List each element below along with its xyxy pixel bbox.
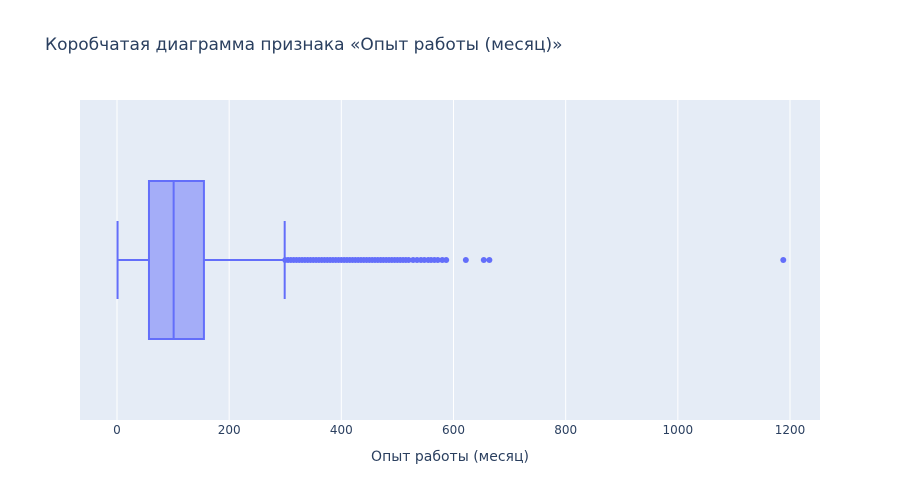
outlier-point — [405, 257, 412, 263]
outlier-point — [434, 257, 441, 263]
x-tick-labels: 0 200 400 600 800 1000 1200 — [113, 423, 805, 437]
x-tick-label: 1000 — [663, 423, 694, 437]
chart-title: Коробчатая диаграмма признака «Опыт рабо… — [45, 35, 563, 55]
outlier-point — [443, 257, 450, 263]
x-tick-label: 800 — [554, 423, 577, 437]
x-axis-title: Опыт работы (месяц) — [371, 449, 529, 465]
outlier-point — [462, 257, 469, 263]
interquartile-box — [147, 180, 205, 340]
x-tick-label: 600 — [442, 423, 465, 437]
outlier-point — [480, 257, 487, 263]
x-tick-label: 400 — [330, 423, 353, 437]
outlier-point — [780, 257, 787, 263]
outlier-point — [486, 257, 493, 263]
x-tick-label: 1200 — [775, 423, 806, 437]
outlier-points — [282, 257, 787, 263]
x-tick-label: 200 — [218, 423, 241, 437]
x-tick-label: 0 — [113, 423, 121, 437]
